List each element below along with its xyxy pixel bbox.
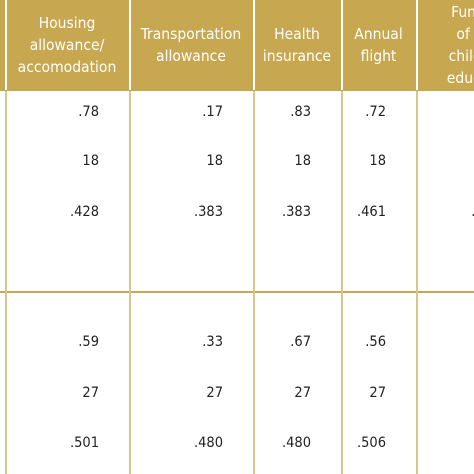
header-row xyxy=(0,0,474,90)
header-divider xyxy=(129,0,131,90)
column-header: Fund of t childr educa xyxy=(446,3,474,87)
table-cell: 18 xyxy=(369,153,386,169)
table-cell: 18 xyxy=(82,153,99,169)
table-cell: .461 xyxy=(356,204,386,220)
table-cell: .4 xyxy=(412,433,474,453)
table-cell: .480 xyxy=(193,435,223,451)
header-divider xyxy=(5,0,7,90)
header-divider xyxy=(416,0,418,90)
header-divider xyxy=(341,0,343,90)
table-cell: 27 xyxy=(82,385,99,401)
table-cell: .383 xyxy=(281,204,311,220)
table-cell: .59 xyxy=(78,334,99,350)
table-cell: .17 xyxy=(202,104,223,120)
table-cell: .428 xyxy=(69,204,99,220)
table-cell: .383 xyxy=(193,204,223,220)
table-cell: .56 xyxy=(365,334,386,350)
header-rule xyxy=(0,89,474,91)
column-divider xyxy=(5,91,7,474)
table-cell: .67 xyxy=(290,334,311,350)
group-rule xyxy=(0,291,474,293)
table-cell: .506 xyxy=(356,435,386,451)
column-header: Housing allowance/ accomodation xyxy=(17,14,117,76)
column-divider xyxy=(129,91,131,474)
table-cell: .501 xyxy=(69,435,99,451)
table-cell: 18 xyxy=(294,153,311,169)
column-header: Annual flight xyxy=(354,25,403,65)
table-cell: .480 xyxy=(281,435,311,451)
table-cell: .33 xyxy=(202,334,223,350)
column-header: Health insurance xyxy=(262,25,332,65)
header-divider xyxy=(253,0,255,90)
table-cell: .3 xyxy=(412,332,474,352)
table-cell: .3 xyxy=(412,102,474,122)
table-cell: 27 xyxy=(369,385,386,401)
column-divider xyxy=(416,91,418,474)
column-divider xyxy=(341,91,343,474)
table-cell: .48 xyxy=(412,202,474,222)
table-cell: 27 xyxy=(294,385,311,401)
table-cell: .78 xyxy=(78,104,99,120)
table-cell: .83 xyxy=(290,104,311,120)
table-cell: .72 xyxy=(365,104,386,120)
column-header: Transportation allowance xyxy=(140,25,242,65)
column-divider xyxy=(253,91,255,474)
table-cell: 18 xyxy=(206,153,223,169)
table-cell: 27 xyxy=(206,385,223,401)
